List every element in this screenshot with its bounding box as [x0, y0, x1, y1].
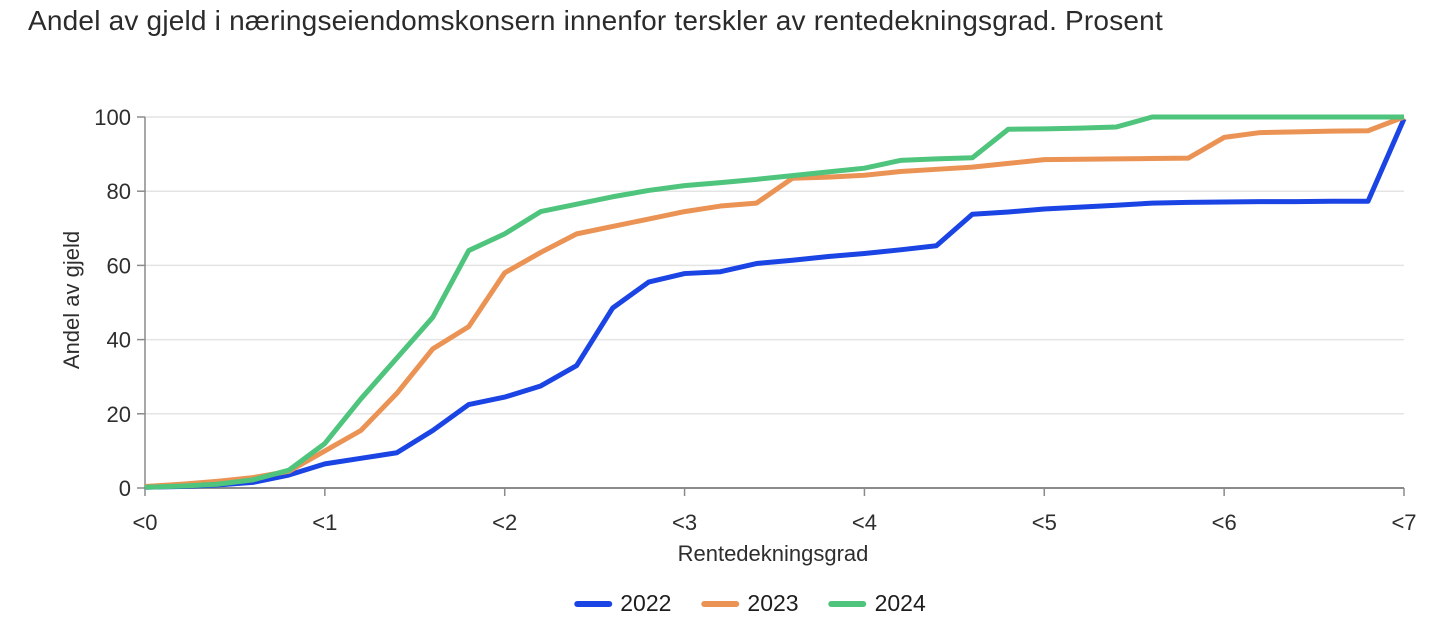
x-tick-label: <4 [852, 510, 877, 535]
legend-item-2022: 2022 [574, 590, 671, 617]
legend-swatch-2022 [574, 600, 613, 607]
legend-item-2024: 2024 [828, 590, 926, 617]
legend-label-2024: 2024 [874, 590, 926, 616]
x-tick-label: <3 [672, 510, 697, 535]
x-tick-label: <1 [312, 510, 337, 535]
y-tick-label: 40 [107, 328, 131, 353]
y-tick-label: 20 [107, 402, 131, 427]
x-axis-title: Rentedekningsgrad [677, 541, 869, 566]
x-tick-label: <7 [1391, 510, 1416, 535]
series-line-2024 [144, 114, 1404, 490]
x-tick-label: <2 [492, 510, 517, 535]
legend-label-2022: 2022 [620, 590, 672, 616]
y-tick-label: 80 [107, 179, 131, 204]
legend-swatch-2024 [828, 600, 867, 607]
y-tick-label: 100 [94, 105, 131, 130]
x-tick-label: <0 [132, 510, 157, 535]
chart-title: Andel av gjeld i næringseiendomskonsern … [28, 5, 1163, 36]
x-tick-label: <5 [1032, 510, 1057, 535]
y-tick-label: 60 [107, 253, 131, 278]
x-tick-label: <6 [1212, 510, 1237, 535]
y-tick-label: 0 [119, 476, 131, 501]
legend-label-2023: 2023 [747, 590, 799, 616]
legend-swatch-2023 [701, 600, 740, 607]
legend-item-2023: 2023 [701, 590, 799, 617]
legend: 2022 2023 2024 [574, 590, 926, 617]
series-line-2023 [144, 114, 1405, 490]
series-line-2022 [144, 117, 1407, 490]
